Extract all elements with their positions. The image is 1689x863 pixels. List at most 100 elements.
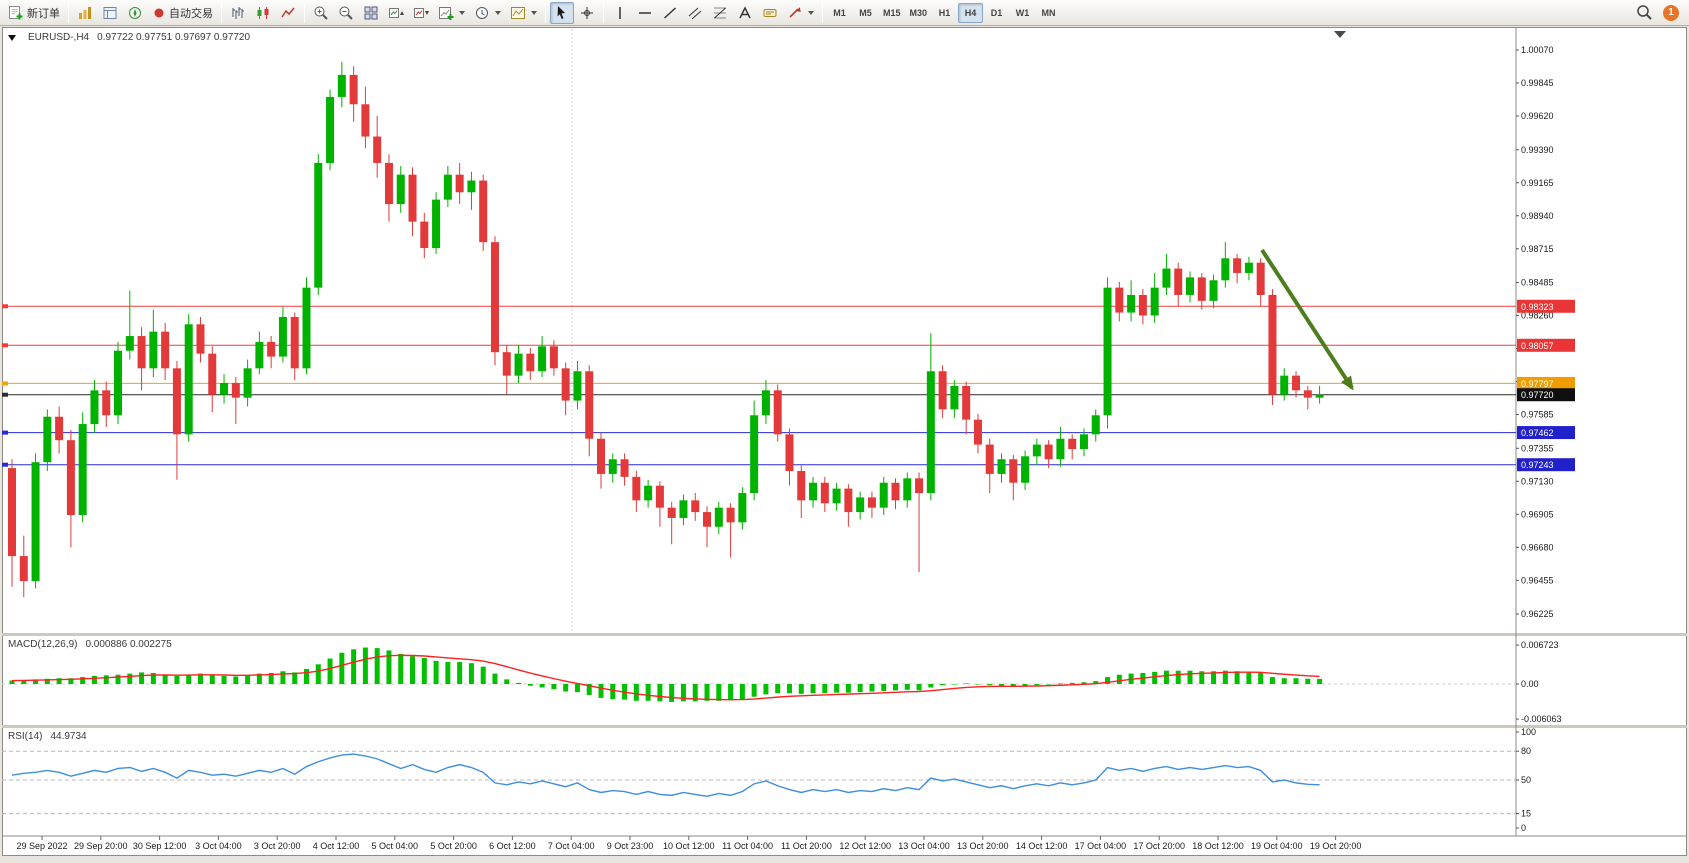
profiles-button[interactable] [470, 2, 505, 24]
candle-bull [78, 424, 87, 516]
macd-bar [327, 658, 333, 684]
price-axis-label: 0.96455 [1521, 575, 1554, 585]
macd-bar [115, 674, 121, 684]
timeframe-w1-button[interactable]: W1 [1015, 7, 1030, 18]
candle-bear [1256, 262, 1265, 295]
hline-0.98323-handle[interactable] [2, 304, 8, 309]
price-axis-label: 0.98940 [1521, 211, 1554, 221]
timeframe-m30-button[interactable]: M30 [909, 7, 928, 18]
macd-bar [1234, 671, 1240, 684]
line-chart-icon [280, 5, 296, 21]
text-label-icon [762, 5, 778, 21]
hline-0.98057-price-tag [1517, 338, 1575, 352]
candle-bull [714, 507, 723, 527]
candle-bull [750, 415, 759, 494]
candles-layer [8, 61, 1324, 598]
candle-bull [997, 459, 1006, 474]
macd-bar [680, 684, 686, 702]
candle-bear [726, 507, 735, 523]
timeframe-m1-button[interactable]: M1 [833, 7, 846, 18]
candle-bear [549, 346, 558, 369]
candle-bear [502, 352, 511, 376]
hline-0.97462-handle[interactable] [2, 430, 8, 435]
hline-0.97243-handle[interactable] [2, 462, 8, 467]
arrows-tool-button[interactable] [783, 2, 818, 24]
macd-bar [492, 673, 498, 684]
candle-bear [1138, 294, 1147, 316]
data-window-button[interactable] [98, 2, 122, 24]
candle-bear [973, 419, 982, 445]
cursor-tool-button[interactable] [550, 1, 574, 24]
candle-bear [349, 74, 358, 105]
candle-bull [538, 346, 547, 372]
toolbar-right-group: 1 [1632, 2, 1685, 24]
timeframe-m15-button[interactable]: M15 [883, 7, 901, 18]
new-order-button[interactable]: 新订单 [4, 2, 64, 24]
candle-bull [125, 336, 134, 351]
notification-badge[interactable]: 1 [1663, 4, 1679, 21]
tile-windows-button[interactable] [359, 2, 383, 24]
new-chart-button[interactable] [434, 2, 469, 24]
fibonacci-tool-button[interactable] [708, 2, 732, 24]
candle-bull [1079, 434, 1088, 450]
templates-button[interactable] [506, 2, 541, 24]
autotrading-button[interactable]: 自动交易 [148, 2, 217, 24]
rsi-axis-label: 0 [1521, 823, 1526, 833]
next-chart-button[interactable] [409, 2, 433, 24]
trend-arrow[interactable] [1260, 248, 1354, 391]
toolbar-separator [304, 2, 305, 23]
hline-0.97797-handle[interactable] [2, 381, 8, 386]
macd-bar [304, 668, 309, 684]
macd-bar [1199, 671, 1205, 684]
candle-bear [1233, 258, 1242, 273]
price-axis-label: 0.96680 [1521, 542, 1554, 552]
macd-axis-label: 0.00 [1521, 679, 1539, 689]
market-watch-button[interactable] [73, 2, 97, 24]
zoom-out-icon [338, 5, 354, 21]
zoom-out-button[interactable] [334, 2, 358, 24]
hline-0.98057-handle[interactable] [2, 343, 8, 348]
zoom-in-button[interactable] [309, 2, 333, 24]
current-price-line-handle[interactable] [2, 392, 8, 397]
timeframe-h1-button[interactable]: H1 [938, 7, 951, 18]
macd-bar [1187, 670, 1193, 684]
candle-bull [879, 482, 888, 508]
channel-tool-button[interactable] [683, 2, 707, 24]
timeframe-mn-button[interactable]: MN [1041, 7, 1056, 18]
crosshair-tool-button[interactable] [575, 2, 599, 24]
time-axis-label: 3 Oct 20:00 [254, 841, 301, 851]
candlestick-chart-button[interactable] [251, 2, 275, 24]
navigator-button[interactable] [123, 2, 147, 24]
macd-bar [186, 674, 192, 684]
candle-bear [455, 174, 464, 193]
macd-axis-label: 0.006723 [1521, 640, 1559, 650]
horizontal-line-tool-button[interactable] [633, 2, 657, 24]
candle-bull [832, 488, 841, 504]
vertical-line-tool-button[interactable] [608, 2, 632, 24]
vertical-line-icon [612, 5, 628, 21]
trendline-tool-button[interactable] [658, 2, 682, 24]
candle-bull [856, 497, 865, 513]
panel-separator-main-macd[interactable] [2, 633, 1687, 636]
previous-chart-button[interactable] [384, 2, 408, 24]
candle-bull [1056, 438, 1065, 460]
bar-chart-button[interactable] [226, 2, 250, 24]
candle-bear [290, 316, 299, 369]
timeframe-d1-button[interactable]: D1 [990, 7, 1003, 18]
panel-separator-macd-rsi[interactable] [2, 725, 1687, 728]
one-click-trading-toggle-icon[interactable] [8, 34, 16, 41]
candle-bear [384, 162, 393, 205]
previous-chart-icon [388, 5, 404, 21]
search-button[interactable] [1632, 2, 1657, 24]
market-watch-icon [77, 5, 93, 21]
macd-bar [1222, 670, 1228, 684]
time-axis-label: 19 Oct 04:00 [1251, 841, 1303, 851]
chart-shift-marker[interactable] [1334, 31, 1346, 38]
timeframe-m5-button[interactable]: M5 [859, 7, 872, 18]
macd-bar [1105, 677, 1111, 684]
text-tool-button[interactable] [733, 2, 757, 24]
text-label-tool-button[interactable] [758, 2, 782, 24]
line-chart-button[interactable] [276, 2, 300, 24]
macd-bar [480, 666, 486, 684]
timeframe-h4-button[interactable]: H4 [958, 2, 984, 23]
